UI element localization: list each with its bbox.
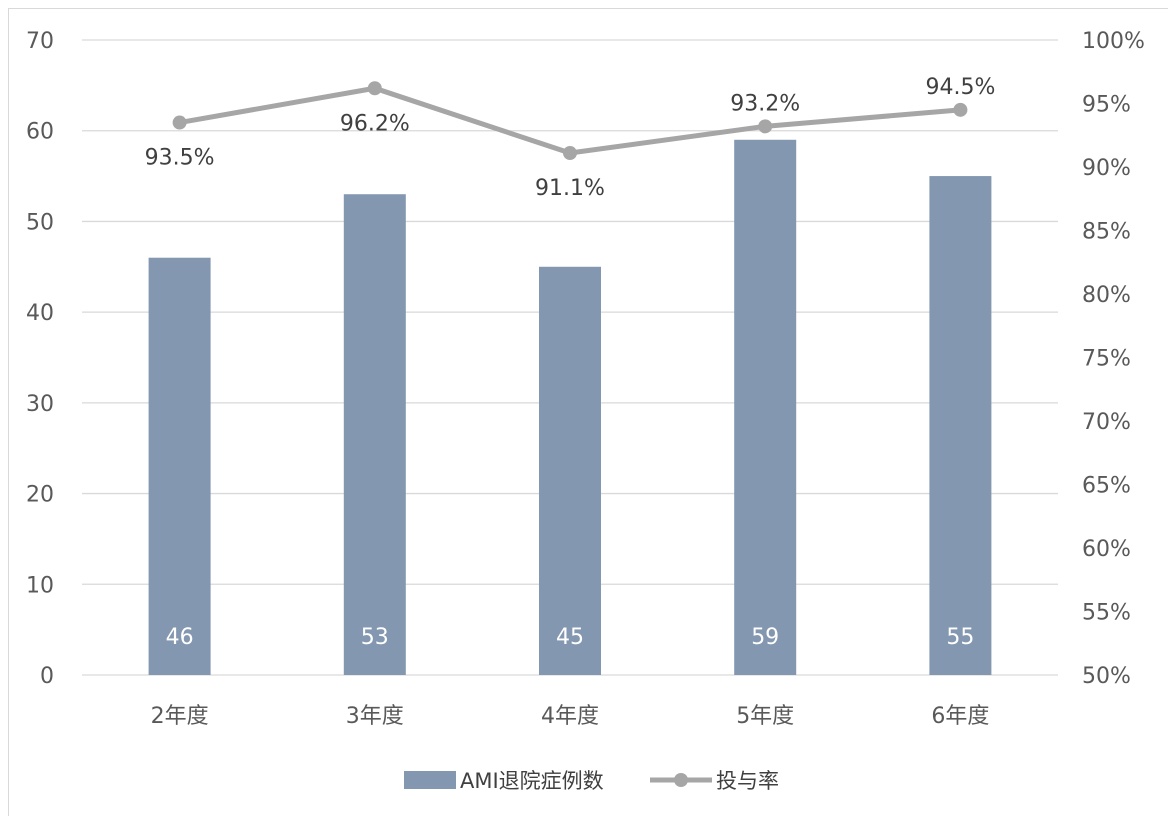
legend-line-label: 投与率 [716,769,779,793]
left-axis-tick: 10 [26,573,54,598]
left-axis-tick: 30 [26,392,54,417]
bar [148,257,211,675]
bar-data-label: 55 [946,625,974,650]
right-axis-tick: 55% [1082,601,1131,626]
bar [734,139,797,676]
left-axis-tick: 70 [26,29,54,54]
x-axis-tick: 4年度 [541,704,599,729]
right-axis-tick: 90% [1082,156,1131,181]
right-axis-tick: 80% [1082,283,1131,308]
x-axis-tick: 3年度 [346,704,404,729]
line-data-label: 96.2% [340,111,410,136]
chart-frame [8,8,1168,816]
bar-data-label: 45 [556,625,584,650]
x-axis-tick: 6年度 [931,704,989,729]
line-data-label: 94.5% [925,75,995,100]
rate-line [179,85,961,156]
bar [539,266,601,675]
bar-data-label: 59 [751,625,779,650]
bar [343,194,406,675]
right-axis-tick: 75% [1082,347,1131,372]
right-axis-tick: 100% [1082,29,1145,54]
rate-point [953,102,968,117]
bar [929,176,992,676]
right-axis-tick: 95% [1082,93,1131,118]
line-data-label: 91.1% [535,176,605,201]
x-axis-tick: 2年度 [151,704,209,729]
right-axis-tick: 70% [1082,410,1131,435]
rate-point [172,115,187,130]
bar-data-label: 46 [166,625,194,650]
bar-data-label: 53 [361,625,389,650]
line-data-label: 93.2% [730,91,800,116]
legend-bar-label: AMI退院症例数 [460,769,604,793]
left-axis-tick: 60 [26,120,54,145]
legend-line-marker [674,773,688,787]
right-axis-tick: 50% [1082,664,1131,689]
rate-point [563,146,577,161]
right-axis-tick: 65% [1082,474,1131,499]
left-axis-tick: 0 [40,664,54,689]
line-data-label: 93.5% [145,146,215,171]
rate-point [367,81,382,96]
x-axis-tick: 5年度 [736,704,794,729]
legend-bar-swatch [404,771,456,789]
left-axis-tick: 40 [26,301,54,326]
right-axis-tick: 60% [1082,537,1131,562]
right-axis-tick: 85% [1082,220,1131,245]
rate-point [758,119,773,134]
left-axis-tick: 50 [26,210,54,235]
left-axis-tick: 20 [26,483,54,508]
